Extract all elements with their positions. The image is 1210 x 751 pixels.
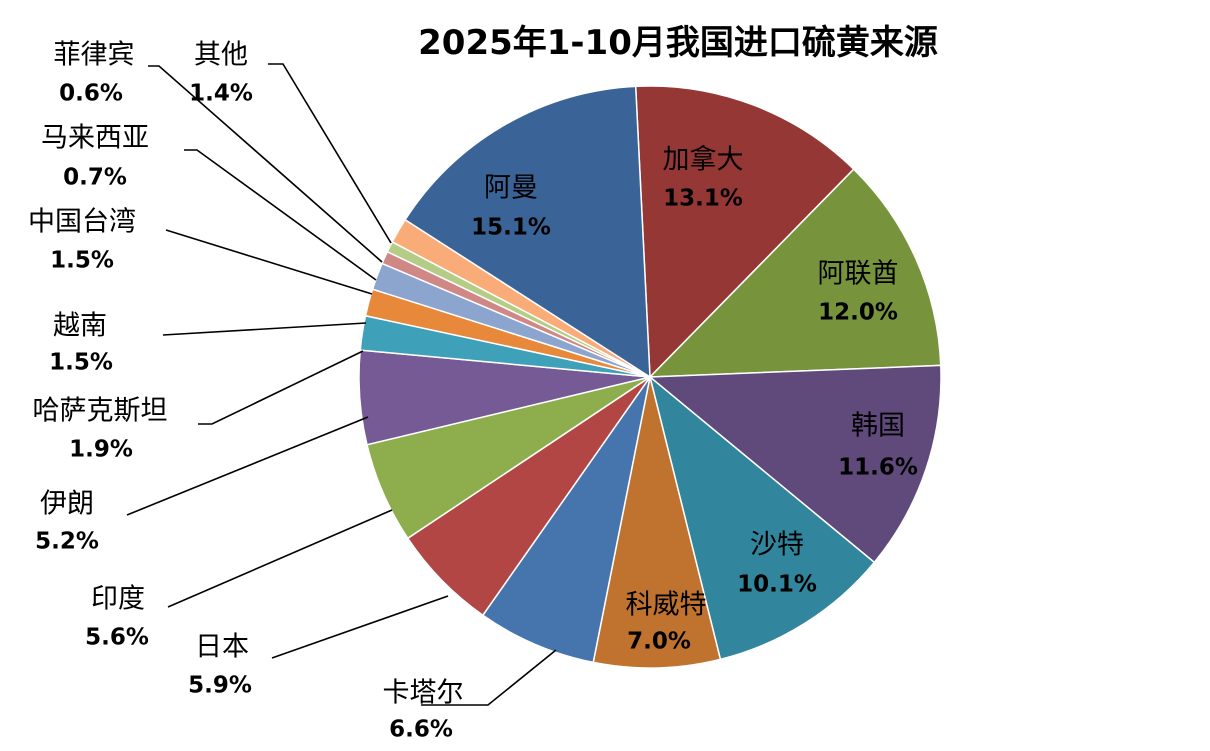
slice-value-label: 0.7% (63, 165, 127, 191)
slice-name-label: 马来西亚 (41, 123, 149, 154)
slice-name-label: 沙特 (750, 530, 804, 561)
slice-name-label: 哈萨克斯坦 (33, 396, 168, 427)
slice-value-label: 15.1% (471, 215, 551, 241)
slice-value-label: 5.6% (85, 625, 149, 651)
pie-slice (481, 376, 651, 664)
slice-value-label: 13.1% (663, 186, 743, 212)
pie-slice (648, 364, 942, 564)
slice-value-label: 12.0% (818, 300, 898, 326)
slice-name-label: 阿曼 (484, 173, 538, 204)
leader-line (148, 65, 383, 263)
slice-value-label: 5.9% (188, 673, 252, 699)
slice-value-label: 7.0% (627, 629, 691, 655)
leader-line (165, 229, 373, 295)
slice-value-label: 10.1% (737, 572, 817, 598)
leader-line (126, 416, 369, 516)
slice-value-label: 1.5% (50, 248, 114, 274)
slice-name-label: 其他 (194, 40, 248, 71)
slice-name-label: 卡塔尔 (383, 678, 464, 709)
slice-value-label: 1.4% (189, 81, 253, 107)
slice-name-label: 中国台湾 (28, 207, 136, 238)
slice-value-label: 1.5% (49, 350, 113, 376)
slice-name-label: 越南 (53, 311, 107, 342)
pie-slice (404, 85, 651, 379)
slice-value-label: 5.2% (35, 529, 99, 555)
leader-line (271, 595, 449, 659)
leader-line (184, 149, 377, 281)
leader-line (268, 63, 392, 244)
slice-name-label: 韩国 (851, 411, 905, 442)
slice-name-label: 印度 (91, 584, 145, 615)
slice-value-label: 11.6% (838, 455, 918, 481)
slice-value-label: 1.9% (69, 437, 133, 463)
pie-slice (648, 168, 942, 378)
pie-slice (634, 85, 855, 379)
leader-line (198, 350, 364, 425)
pie-slice (648, 374, 876, 661)
leader-line (421, 649, 557, 706)
leader-lines (126, 63, 557, 706)
leader-line (162, 322, 367, 336)
slice-name-label: 加拿大 (663, 145, 744, 176)
slice-name-label: 伊朗 (40, 489, 94, 520)
slice-value-label: 6.6% (389, 717, 453, 743)
slice-name-label: 日本 (195, 632, 249, 663)
pie-slice (592, 376, 722, 669)
slice-name-label: 科威特 (626, 590, 707, 621)
slice-name-label: 阿联酋 (818, 259, 899, 290)
leader-line (167, 509, 393, 608)
slice-value-label: 0.6% (59, 81, 123, 107)
pie-slices (358, 85, 942, 669)
slice-labels: 加拿大 13.1% 阿联酋 12.0% 韩国 11.6% 沙特 10.1% 科威特 7.0% 卡塔尔… (28, 40, 918, 743)
chart-title: 2025年1-10月我国进口硫黄来源 (418, 23, 938, 63)
slice-name-label: 菲律宾 (54, 40, 135, 71)
